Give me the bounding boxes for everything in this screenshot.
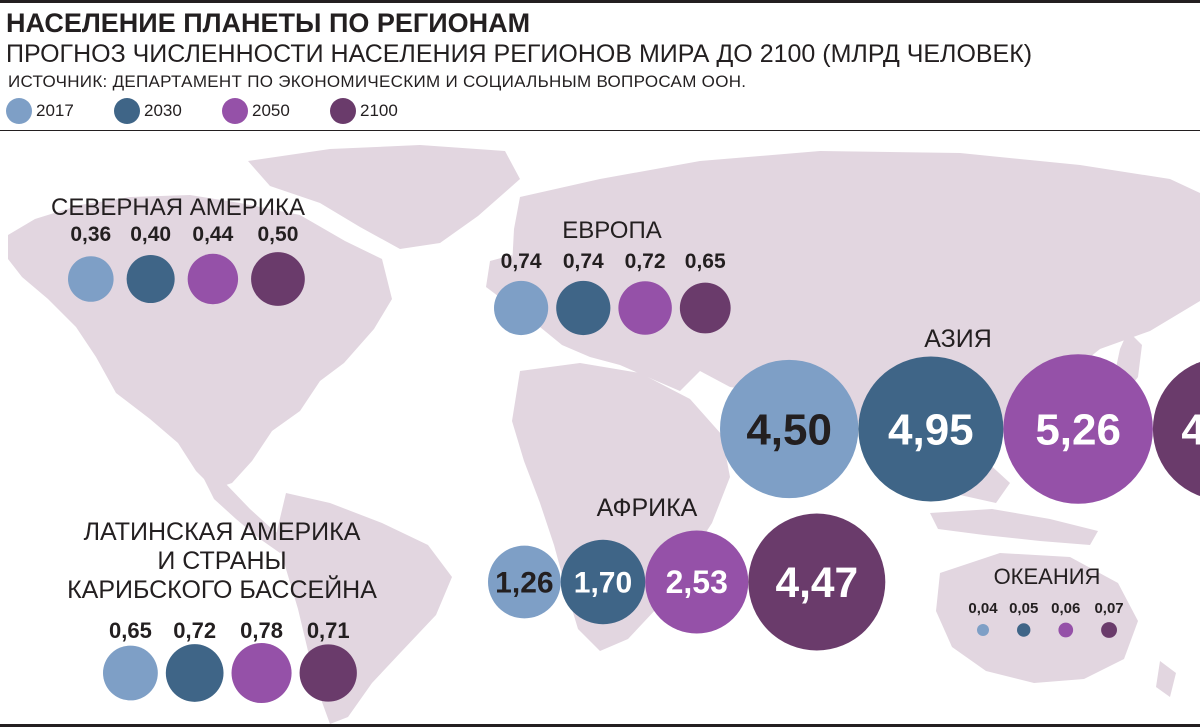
- region-title-latin-america: ЛАТИНСКАЯ АМЕРИКА И СТРАНЫ КАРИБСКОГО БАСС…: [67, 518, 377, 604]
- value-label-africa-2050: 2,53: [666, 564, 728, 600]
- region-title-europe: ЕВРОПА: [562, 217, 661, 244]
- value-label-oceania-2030: 0,05: [1009, 600, 1038, 617]
- bubble-africa-2017: [488, 545, 561, 619]
- value-label-europe-2100: 0,65: [685, 250, 726, 273]
- legend-label-2017: 2017: [36, 101, 74, 120]
- region-title-north-america: СЕВЕРНАЯ АМЕРИКА: [51, 194, 305, 221]
- eurasia: [512, 151, 1200, 443]
- legend-swatch-2050: [222, 98, 248, 124]
- bottom-rule: [0, 724, 1200, 727]
- legend-swatch-2030: [114, 98, 140, 124]
- value-label-africa-2100: 4,47: [775, 559, 858, 606]
- region-africa: АФРИКА 1,26 1,70 2,53 4,47: [488, 494, 886, 651]
- bubble-asia-2017: [720, 359, 859, 499]
- bubble-oceania-2030: [1017, 623, 1031, 637]
- value-label-africa-2017: 1,26: [495, 567, 553, 600]
- value-label-asia-2100: 4,78: [1181, 405, 1200, 454]
- bubble-latin-america-2050: [231, 642, 292, 704]
- legend-label-2050: 2050: [252, 101, 290, 120]
- bubble-asia-2100: [1152, 361, 1200, 497]
- region-title-africa: АФРИКА: [597, 494, 698, 522]
- value-label-north-america-2017: 0,36: [70, 223, 111, 246]
- legend-label-2030: 2030: [144, 101, 182, 120]
- bubble-europe-2050: [618, 281, 672, 335]
- bubble-asia-2050: [1003, 354, 1153, 504]
- new-zealand: [1156, 661, 1176, 697]
- bubble-north-america-2100: [251, 252, 305, 306]
- bubble-latin-america-2030: [165, 644, 224, 702]
- bubble-europe-2030: [556, 280, 611, 336]
- value-label-latin-america-2030: 0,72: [173, 618, 216, 643]
- region-europe: ЕВРОПА 0,74 0,74 0,72 0,65: [494, 217, 731, 336]
- value-label-africa-2030: 1,70: [574, 567, 632, 600]
- value-label-latin-america-2017: 0,65: [109, 618, 152, 643]
- value-label-oceania-2050: 0,06: [1051, 600, 1080, 617]
- bubble-latin-america-2100: [299, 644, 357, 702]
- region-oceania: ОКЕАНИЯ 0,04 0,05 0,06 0,07: [968, 564, 1124, 638]
- bubble-north-america-2030: [126, 254, 175, 304]
- bubble-africa-2030: [560, 539, 646, 625]
- value-label-latin-america-2050: 0,78: [240, 618, 283, 643]
- bubble-north-america-2050: [187, 253, 239, 305]
- legend-swatch-2017: [6, 98, 32, 124]
- top-rule: [0, 0, 1200, 3]
- value-label-latin-america-2100: 0,71: [307, 618, 350, 643]
- region-latin-america: ЛАТИНСКАЯ АМЕРИКА И СТРАНЫ КАРИБСКОГО БАСС…: [67, 518, 377, 704]
- region-title-asia: АЗИЯ: [924, 325, 992, 353]
- value-label-north-america-2050: 0,44: [192, 223, 233, 246]
- bubble-oceania-2017: [977, 624, 989, 636]
- value-label-asia-2017: 4,50: [746, 405, 832, 454]
- indonesia: [930, 509, 1098, 545]
- bubble-europe-2100: [679, 282, 731, 334]
- bubble-latin-america-2017: [103, 645, 158, 701]
- bubble-europe-2017: [494, 280, 549, 336]
- value-label-europe-2050: 0,72: [625, 250, 666, 273]
- region-title-oceania: ОКЕАНИЯ: [994, 564, 1101, 589]
- australia: [936, 553, 1138, 683]
- greenland: [248, 145, 520, 249]
- bubble-oceania-2100: [1101, 622, 1117, 638]
- value-label-north-america-2030: 0,40: [130, 223, 171, 246]
- chart-source: ИСТОЧНИК: ДЕПАРТАМЕНТ ПО ЭКОНОМИЧЕСКИМ И…: [8, 72, 747, 91]
- central-america: [200, 471, 290, 553]
- value-label-europe-2030: 0,74: [563, 250, 604, 273]
- legend-swatch-2100: [330, 98, 356, 124]
- region-asia: АЗИЯ 4,50 4,95 5,26 4,78: [720, 325, 1200, 504]
- value-label-oceania-2100: 0,07: [1094, 600, 1123, 617]
- chart-title: НАСЕЛЕНИЕ ПЛАНЕТЫ ПО РЕГИОНАМ: [6, 8, 531, 38]
- value-label-north-america-2100: 0,50: [258, 223, 299, 246]
- legend-label-2100: 2100: [360, 101, 398, 120]
- header-divider: [0, 130, 1200, 131]
- bubble-asia-2030: [858, 356, 1004, 502]
- bubble-oceania-2050: [1058, 622, 1074, 638]
- bubble-africa-2050: [645, 530, 749, 634]
- value-label-asia-2050: 5,26: [1035, 405, 1121, 454]
- value-label-asia-2030: 4,95: [888, 405, 974, 454]
- value-label-oceania-2017: 0,04: [968, 600, 998, 617]
- chart-subtitle: ПРОГНОЗ ЧИСЛЕННОСТИ НАСЕЛЕНИЯ РЕГИОНОВ М…: [6, 40, 1033, 68]
- bubble-africa-2100: [748, 513, 886, 651]
- value-label-europe-2017: 0,74: [501, 250, 542, 273]
- bubble-north-america-2017: [68, 256, 114, 302]
